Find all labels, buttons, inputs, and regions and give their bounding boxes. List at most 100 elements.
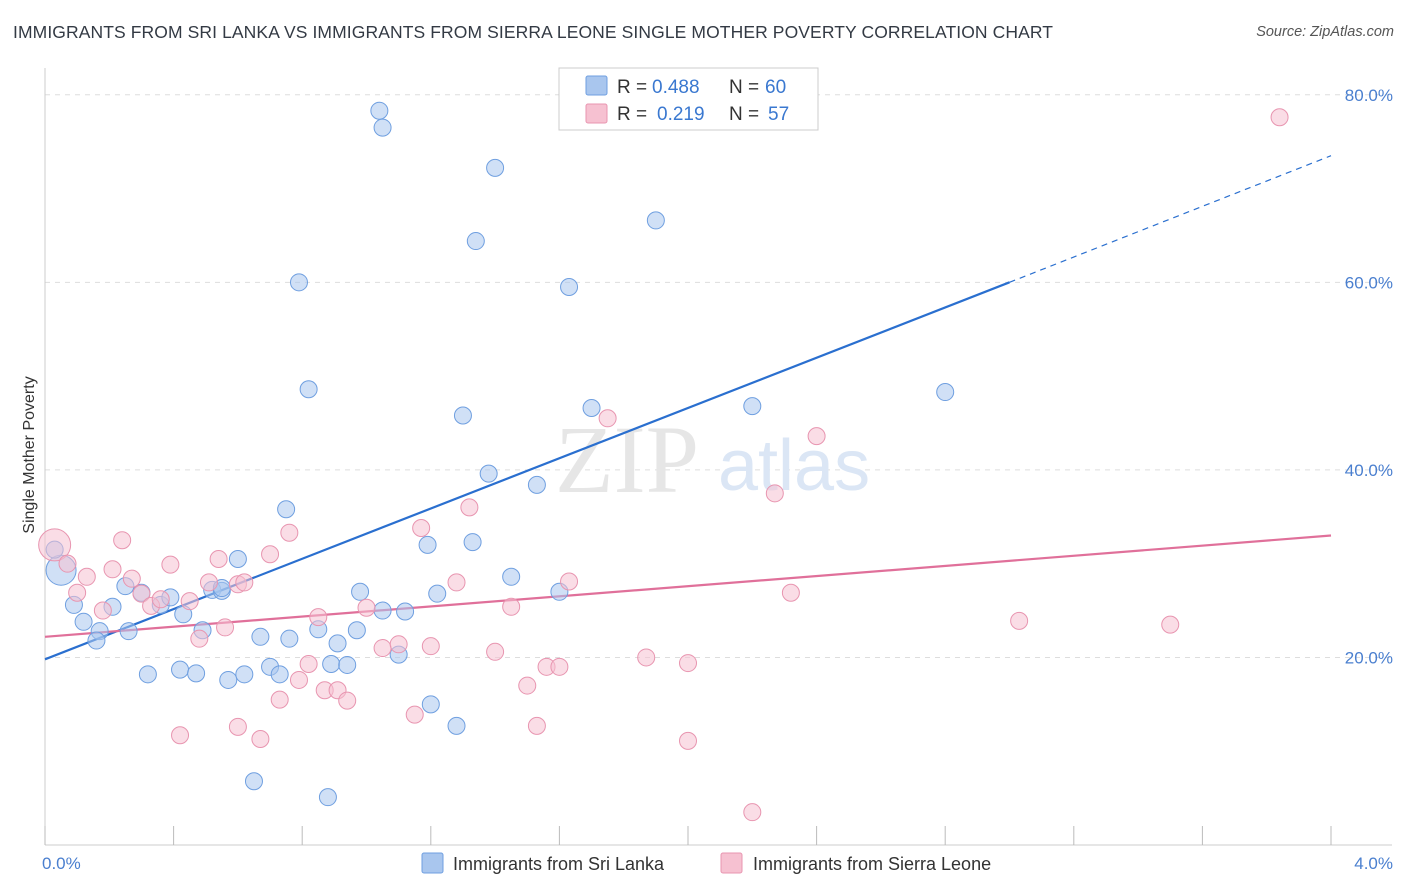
point-blue-25 (280, 629, 299, 648)
trend-line-0 (44, 281, 1010, 661)
point-blue-44 (463, 533, 482, 552)
legend: R = 0.488 N = 60 R = 0.219 N = 57 (558, 67, 819, 131)
point-pink-41 (527, 716, 546, 735)
legend-r-value-1: 0.488 (652, 77, 700, 98)
point-pink-20 (251, 730, 270, 749)
point-blue-8 (119, 622, 138, 641)
point-pink-12 (171, 726, 190, 745)
bottom-legend: Immigrants from Sri Lanka Immigrants fro… (421, 852, 991, 874)
point-pink-31 (373, 639, 392, 658)
chart-source: Source: ZipAtlas.com (1256, 24, 1394, 40)
y-tick-label-3: 80.0% (1345, 86, 1393, 105)
y-tick-label-1: 40.0% (1345, 461, 1393, 480)
point-blue-38 (418, 535, 437, 554)
point-blue-21 (235, 665, 254, 684)
point-pink-39 (502, 597, 521, 616)
point-pink-46 (637, 648, 656, 667)
data-points (38, 101, 1289, 822)
point-pink-17 (216, 618, 235, 637)
point-blue-32 (338, 655, 357, 674)
point-pink-19 (228, 717, 247, 736)
point-pink-40 (518, 676, 537, 695)
point-pink-36 (447, 573, 466, 592)
point-blue-39 (421, 695, 440, 714)
point-pink-24 (289, 670, 308, 689)
point-pink-43 (550, 657, 569, 676)
point-blue-40 (428, 584, 447, 603)
point-pink-10 (151, 590, 170, 609)
point-pink-23 (280, 523, 299, 542)
y-axis-label: Single Mother Poverty (21, 376, 38, 533)
point-pink-1 (58, 554, 77, 573)
point-blue-55 (318, 788, 337, 807)
legend-n-label-2: N = (729, 104, 759, 125)
point-pink-30 (357, 598, 376, 617)
point-blue-50 (582, 398, 601, 417)
trend-lines (44, 155, 1332, 661)
point-blue-24 (270, 665, 289, 684)
point-pink-53 (1010, 611, 1029, 630)
legend-n-label-1: N = (729, 77, 759, 98)
bottom-legend-label-blue: Immigrants from Sri Lanka (453, 854, 665, 874)
point-blue-5 (87, 631, 106, 650)
point-blue-3 (74, 612, 93, 631)
chart-title: IMMIGRANTS FROM SRI LANKA VS IMMIGRANTS … (13, 22, 1054, 42)
point-blue-43 (466, 232, 485, 251)
axes (44, 68, 1392, 846)
point-pink-16 (209, 549, 228, 568)
point-pink-13 (180, 592, 199, 611)
point-pink-0 (38, 528, 72, 562)
legend-swatch-blue (585, 75, 608, 96)
point-blue-26 (277, 500, 296, 519)
watermark-zip: ZIP (555, 406, 699, 513)
point-pink-44 (560, 572, 579, 591)
point-pink-6 (113, 531, 132, 550)
legend-n-value-2: 57 (768, 104, 789, 125)
x-tick-label-1: 4.0% (1354, 854, 1393, 873)
point-pink-50 (765, 484, 784, 503)
point-pink-11 (161, 555, 180, 574)
point-pink-29 (338, 691, 357, 710)
point-blue-35 (373, 118, 392, 137)
y-tick-labels: 20.0% 40.0% 60.0% 80.0% (1345, 86, 1393, 668)
y-tick-label-0: 20.0% (1345, 648, 1393, 667)
trend-line-1 (44, 534, 1332, 638)
point-blue-28 (299, 380, 318, 399)
point-pink-54 (1161, 615, 1180, 634)
bottom-legend-label-pink: Immigrants from Sierra Leone (753, 854, 991, 874)
point-pink-35 (421, 637, 440, 656)
point-pink-55 (1270, 108, 1289, 127)
point-pink-34 (412, 519, 431, 538)
point-blue-54 (244, 772, 263, 791)
point-pink-52 (807, 427, 826, 446)
point-blue-51 (646, 211, 665, 230)
point-pink-21 (261, 545, 280, 564)
point-blue-47 (502, 567, 521, 586)
point-pink-7 (122, 569, 141, 588)
point-blue-48 (527, 475, 546, 494)
legend-r-label-1: R = (617, 77, 647, 98)
bottom-legend-swatch-pink (720, 852, 743, 874)
point-blue-31 (328, 634, 347, 653)
point-pink-26 (309, 608, 328, 627)
legend-r-label-2: R = (617, 104, 647, 125)
point-pink-48 (679, 731, 697, 750)
point-pink-33 (405, 705, 424, 724)
point-blue-33 (351, 582, 370, 601)
legend-r-value-2: 0.219 (657, 104, 705, 125)
x-tick-label-0: 0.0% (42, 854, 81, 873)
point-pink-45 (598, 409, 617, 428)
trend-line-dashed-0 (1009, 155, 1332, 283)
watermark: ZIP atlas (555, 406, 870, 513)
point-pink-51 (781, 583, 800, 602)
x-tick-labels: 0.0% 4.0% (42, 854, 1393, 873)
y-tick-label-2: 60.0% (1345, 273, 1393, 292)
point-pink-47 (679, 654, 697, 673)
point-blue-34 (370, 101, 389, 120)
point-blue-45 (479, 464, 498, 483)
point-blue-37 (396, 602, 415, 621)
point-blue-20 (228, 549, 247, 568)
point-blue-22 (251, 627, 270, 646)
legend-swatch-pink (585, 103, 608, 124)
